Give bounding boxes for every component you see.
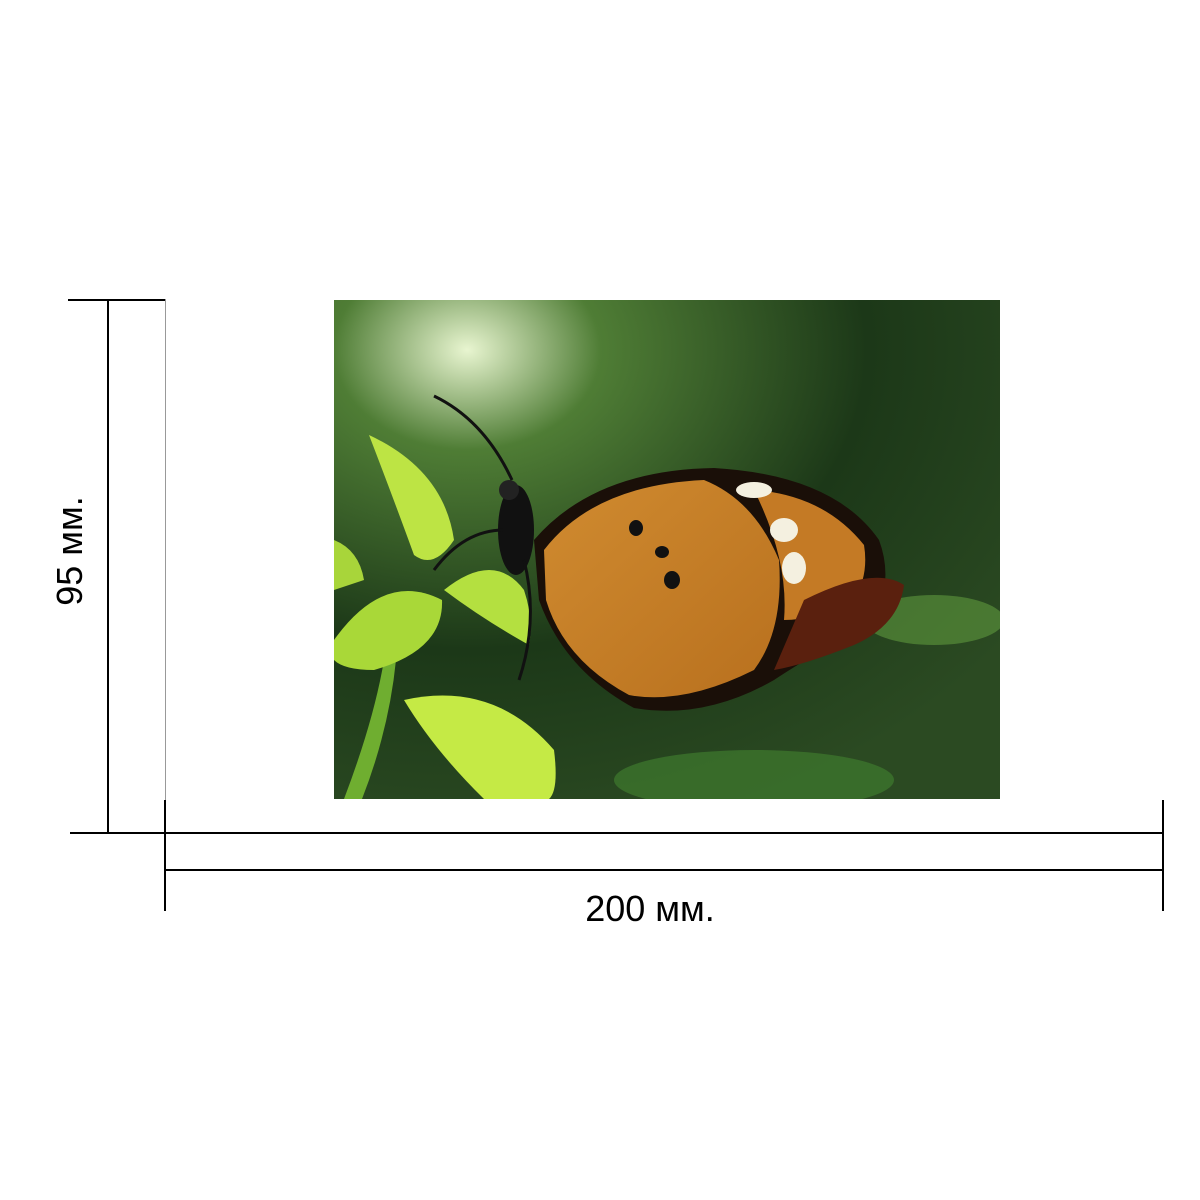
width-left-tick <box>164 800 166 911</box>
height-line <box>107 299 109 834</box>
width-top-line <box>166 832 1164 834</box>
butterfly-photo <box>334 300 1000 799</box>
width-line <box>166 869 1164 871</box>
height-edge-line <box>165 299 166 834</box>
width-right-tick <box>1162 800 1164 911</box>
height-top-tick <box>68 299 166 301</box>
width-label: 200 мм. <box>585 888 715 929</box>
height-bottom-tick <box>70 832 166 834</box>
height-label: 95 мм. <box>49 496 90 606</box>
